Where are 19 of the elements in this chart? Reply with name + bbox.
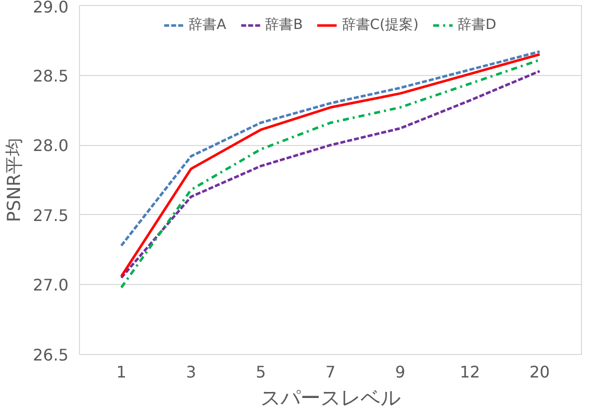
x-tick-label: 1 [116, 362, 126, 382]
legend-label: 辞書A [188, 16, 226, 34]
legend-label: 辞書D [458, 16, 496, 34]
y-tick-label: 28.5 [32, 66, 68, 86]
y-tick-label: 29.0 [32, 0, 68, 16]
x-tick-label: 5 [256, 362, 266, 382]
y-axis-title: PSNR平均 [4, 138, 25, 222]
x-tick-label: 3 [186, 362, 196, 382]
y-tick-label: 27.0 [32, 276, 68, 295]
y-tick-label: 26.5 [32, 346, 68, 364]
x-tick-label: 7 [325, 362, 336, 382]
legend-label: 辞書B [265, 16, 303, 34]
x-axis-title: スパースレベル [260, 386, 400, 410]
legend-label: 辞書C(提案) [342, 16, 419, 34]
y-tick-label: 27.5 [32, 206, 68, 225]
x-tick-label: 9 [395, 362, 406, 382]
y-tick-label: 28.0 [32, 136, 68, 156]
x-tick-label: 12 [460, 362, 480, 382]
x-tick-label: 20 [529, 362, 550, 382]
